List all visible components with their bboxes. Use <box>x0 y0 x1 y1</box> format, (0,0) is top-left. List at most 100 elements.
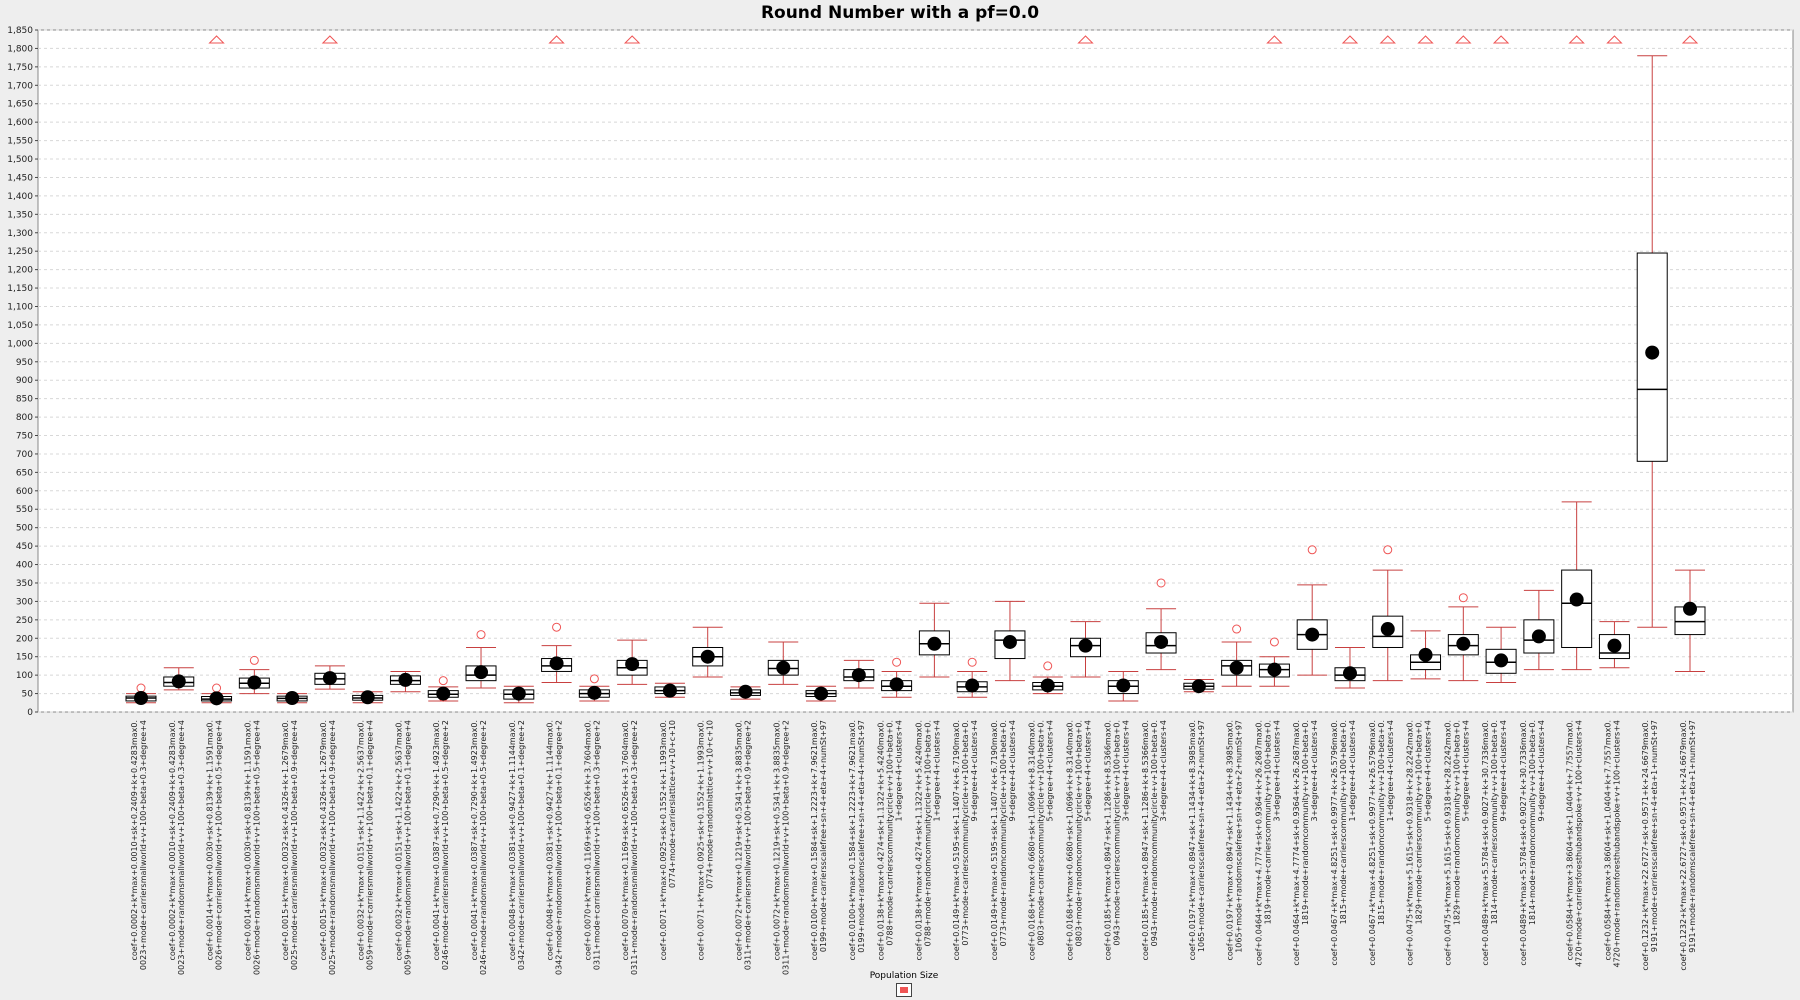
outlier-marker <box>552 622 562 632</box>
x-tick-label: coef+0.0138+k*max+0.4274+sk+1.1322+k+5.4… <box>914 720 941 960</box>
x-tick-label-line: 0026+mode+carriersmallworld+v+100+beta+0… <box>215 720 224 970</box>
mean-marker <box>511 686 526 701</box>
x-tick-label-line: coef+0.0168+k*max+0.6680+sk+1.0696+k+8.3… <box>1028 720 1037 960</box>
mean-marker <box>1002 634 1017 649</box>
x-tick-label: coef+0.1232+k*max+22.6727+sk+0.9571+k+24… <box>1641 720 1659 971</box>
outlier-marker <box>967 657 977 667</box>
box-group <box>541 35 573 684</box>
far-outlier-marker <box>623 35 641 44</box>
y-tick-label: 300 <box>16 597 33 607</box>
mean-marker <box>587 685 602 700</box>
outlier-marker <box>1383 545 1393 555</box>
x-tick-label: coef+0.0197+k*max+0.8947+sk+1.1434+k+8.3… <box>1188 720 1206 960</box>
mean-marker <box>285 690 300 705</box>
x-tick-label-line: 0025+mode+randomsmallworld+v+100+beta+0.… <box>328 720 337 975</box>
mean-marker <box>965 678 980 693</box>
x-tick-label-line: 1814+mode+randomcommunity+v+100+beta+0. <box>1528 720 1537 925</box>
box-group <box>805 685 837 702</box>
mean-marker <box>1229 660 1244 675</box>
box-group <box>276 690 308 705</box>
x-tick-label: coef+0.0464+k*max+4.7774+sk+0.9364+k+26.… <box>1254 720 1281 966</box>
mean-marker <box>625 657 640 672</box>
x-tick-label-line: 1815+mode+carrierscommunity+v+100+beta+0… <box>1339 720 1348 924</box>
x-tick-label-line: 1814+mode+carrierscommunity+v+100+beta+0… <box>1490 720 1499 924</box>
y-tick-label: 200 <box>16 634 33 644</box>
x-tick-label-line: 0026+mode+randomsmallworld+v+100+beta+0.… <box>252 720 261 975</box>
box-group <box>389 670 421 693</box>
y-tick-label: 1,650 <box>7 100 33 110</box>
x-tick-label-line: 5+degree+4+clusters+4 <box>1046 720 1055 822</box>
mean-marker <box>171 674 186 689</box>
y-tick-label: 800 <box>16 413 33 423</box>
x-tick-label-line: coef+0.0002+k*max+0.0010+sk+0.2409+k+0.4… <box>168 720 177 960</box>
x-tick-label-line: 0788+mode+randomcommunitycircle+v+100+be… <box>923 720 932 946</box>
y-tick-label: 650 <box>16 468 33 478</box>
x-tick-label-line: coef+0.0070+k*max+0.1169+sk+0.6526+k+3.7… <box>583 720 592 960</box>
box-group <box>352 690 384 705</box>
x-tick-label: coef+0.0014+k*max+0.0030+sk+0.8139+k+1.1… <box>243 720 261 975</box>
x-tick-label-line: coef+0.0464+k*max+4.7774+sk+0.9364+k+26.… <box>1292 720 1301 966</box>
x-tick-label-line: coef+0.0032+k*max+0.0151+sk+1.1422+k+2.5… <box>357 720 366 960</box>
x-tick-label: coef+0.0168+k*max+0.6680+sk+1.0696+k+8.3… <box>1028 720 1055 960</box>
x-tick-label-line: 3+degree+4+clusters+4 <box>1272 720 1281 822</box>
x-tick-label-line: 0803+mode+randomcommunitycircle+v+100+be… <box>1075 720 1084 946</box>
mean-marker <box>1531 629 1546 644</box>
x-tick-label: coef+0.0475+k*max+5.1615+sk+0.9318+k+28.… <box>1443 720 1470 966</box>
y-tick-label: 1,750 <box>7 63 33 73</box>
x-tick-label: coef+0.0464+k*max+4.7774+sk+0.9364+k+26.… <box>1292 720 1319 966</box>
box-group <box>427 676 459 702</box>
x-tick-label-line: 1+degree+4+clusters+4 <box>895 720 904 822</box>
x-tick-label-line: coef+0.0168+k*max+0.6680+sk+1.0696+k+8.3… <box>1066 720 1075 960</box>
x-tick-label-line: 3+degree+4+clusters+4 <box>1159 720 1168 822</box>
x-tick-label-line: 9191+mode+carriersscalefree+sn+4+eta+1+n… <box>1650 720 1659 952</box>
x-tick-label-line: coef+0.0041+k*max+0.0387+sk+0.7290+k+1.4… <box>470 720 479 960</box>
x-tick-label-line: 0803+mode+carrierscommunitycircle+v+100+… <box>1037 720 1046 946</box>
y-tick-label: 0 <box>27 708 33 718</box>
x-tick-label-line: coef+0.1232+k*max+22.6727+sk+0.9571+k+24… <box>1679 720 1688 971</box>
outlier-marker <box>1232 624 1242 634</box>
x-tick-label-line: coef+0.0467+k*max+4.8251+sk+0.9977+k+26.… <box>1330 720 1339 966</box>
x-tick-label: coef+0.0048+k*max+0.0381+sk+0.9427+k+1.1… <box>508 720 526 970</box>
x-tick-label-line: 0342+mode+randomsmallworld+v+100+beta+0.… <box>555 720 564 975</box>
far-outlier-marker <box>321 35 339 44</box>
mean-marker <box>209 691 224 706</box>
x-tick-label-line: 1819+mode+carrierscommunity+v+100+beta+0… <box>1263 720 1272 924</box>
mean-marker <box>1494 653 1509 668</box>
x-tick-label-line: 0199+mode+carriersscalefree+sn+4+eta+4+n… <box>819 720 828 952</box>
x-tick-label-line: 1+degree+4+clusters+4 <box>1386 720 1395 822</box>
box-group <box>1447 35 1479 682</box>
y-tick-label: 1,000 <box>7 339 33 349</box>
x-tick-label: coef+0.0467+k*max+4.8251+sk+0.9977+k+26.… <box>1368 720 1395 966</box>
x-tick-label-line: coef+0.0014+k*max+0.0030+sk+0.8139+k+1.1… <box>206 720 215 960</box>
x-tick-label-line: 0059+mode+randomsmallworld+v+100+beta+0.… <box>403 720 412 975</box>
far-outlier-marker <box>1417 35 1434 44</box>
y-tick-label: 1,200 <box>7 266 33 276</box>
x-tick-label-line: coef+0.0489+k*max+5.5784+sk+0.9027+k+30.… <box>1519 720 1528 966</box>
x-tick-label-line: coef+0.0041+k*max+0.0387+sk+0.7290+k+1.4… <box>432 720 441 960</box>
x-tick-label: coef+0.0584+k*max+3.8604+sk+1.0404+k+7.7… <box>1603 720 1621 968</box>
y-tick-label: 1,800 <box>7 44 33 54</box>
x-tick-label-line: coef+0.0002+k*max+0.0010+sk+0.2409+k+0.4… <box>130 720 139 960</box>
mean-marker <box>851 668 866 683</box>
far-outlier-marker <box>1492 35 1510 44</box>
x-tick-label-line: 5+degree+4+clusters+4 <box>1084 720 1093 822</box>
x-tick-label-line: coef+0.0584+k*max+3.8604+sk+1.0404+k+7.7… <box>1603 720 1612 960</box>
outlier-marker <box>892 657 902 667</box>
outlier-marker <box>249 655 259 665</box>
x-tick-label-line: 1065+mode+randomscalefree+sn+4+eta+2+num… <box>1235 720 1244 953</box>
y-tick-label: 850 <box>16 395 33 405</box>
outlier-marker <box>589 674 599 684</box>
x-tick-label: coef+0.0015+k*max+0.0032+sk+0.4326+k+1.2… <box>319 720 337 975</box>
box-group <box>465 630 497 689</box>
x-tick-label: coef+0.0489+k*max+5.5784+sk+0.9027+k+30.… <box>1519 720 1546 966</box>
x-tick-label-line: 9+degree+4+clusters+4 <box>970 720 979 822</box>
x-tick-label-line: 0025+mode+carriersmallworld+v+100+beta+0… <box>290 720 299 970</box>
x-tick-label-line: 9+degree+4+clusters+4 <box>1008 720 1017 822</box>
x-tick-label-line: coef+0.0467+k*max+4.8251+sk+0.9977+k+26.… <box>1368 720 1377 966</box>
x-tick-label-line: coef+0.0072+k*max+0.1219+sk+0.5341+k+3.8… <box>734 720 743 960</box>
x-tick-label: coef+0.0467+k*max+4.8251+sk+0.9977+k+26.… <box>1330 720 1357 966</box>
x-tick-label-line: 3+degree+4+clusters+4 <box>1310 720 1319 822</box>
mean-marker <box>1342 666 1357 681</box>
box-group <box>125 683 157 705</box>
